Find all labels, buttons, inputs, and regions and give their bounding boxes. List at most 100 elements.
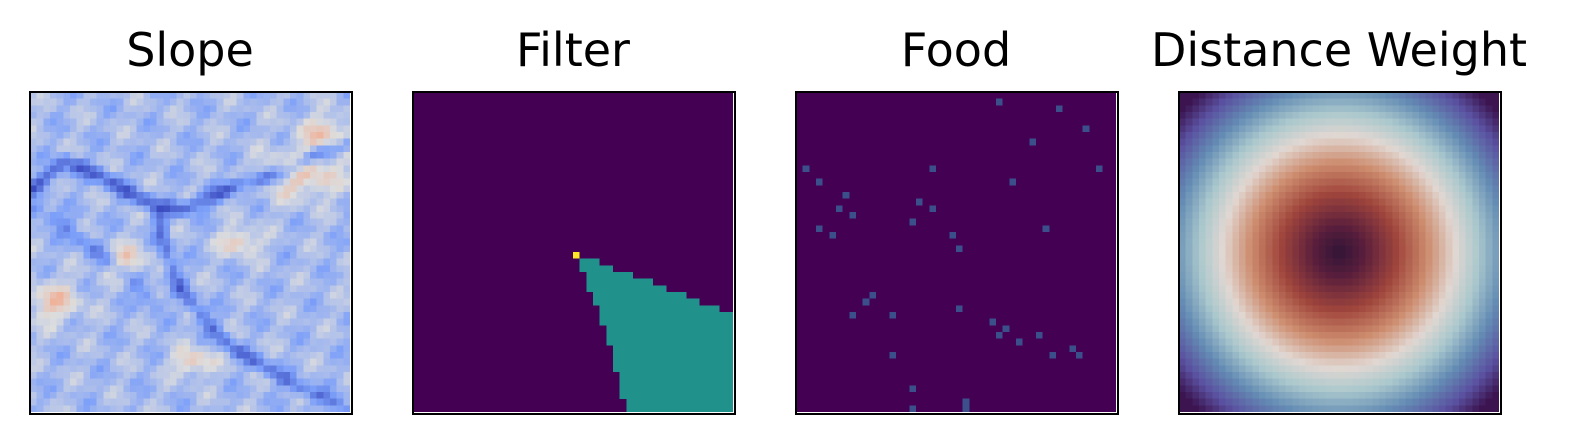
distance-weight-cell	[1285, 212, 1293, 219]
distance-weight-cell	[1392, 358, 1400, 366]
distance-weight-cell	[1472, 398, 1480, 406]
distance-weight-cell	[1332, 158, 1340, 166]
distance-weight-cell	[1205, 138, 1213, 146]
distance-weight-cell	[1285, 98, 1293, 106]
distance-weight-cell	[1252, 118, 1260, 126]
distance-weight-cell	[1199, 92, 1206, 99]
distance-weight-cell	[1305, 258, 1313, 266]
distance-weight-cell	[1185, 158, 1193, 166]
slope-cell	[43, 205, 51, 213]
slope-cell	[136, 212, 144, 219]
distance-weight-cell	[1339, 198, 1346, 206]
distance-weight-cell	[1452, 345, 1460, 353]
slope-cell	[116, 112, 124, 119]
distance-weight-cell	[1199, 218, 1206, 226]
distance-weight-cell	[1452, 332, 1460, 339]
distance-weight-cell	[1452, 265, 1460, 273]
distance-weight-cell	[1352, 258, 1360, 266]
slope-cell	[270, 285, 277, 293]
slope-cell	[190, 365, 197, 373]
distance-weight-cell	[1365, 392, 1373, 399]
distance-weight-cell	[1332, 92, 1340, 99]
distance-weight-cell	[1279, 118, 1286, 126]
distance-weight-cell	[1452, 378, 1460, 386]
distance-weight-cell	[1459, 172, 1466, 179]
slope-cell	[283, 232, 291, 239]
slope-cell	[250, 105, 257, 113]
slope-cell	[263, 352, 271, 359]
slope-cell	[310, 218, 317, 226]
distance-weight-cell	[1312, 378, 1320, 386]
distance-weight-cell	[1352, 152, 1360, 159]
slope-cell	[76, 92, 84, 99]
slope-cell	[123, 92, 131, 99]
slope-cell	[270, 258, 277, 266]
slope-cell	[90, 158, 97, 166]
slope-cell	[276, 352, 284, 359]
distance-weight-cell	[1479, 252, 1486, 259]
slope-cell	[316, 245, 324, 253]
slope-cell	[323, 352, 331, 359]
slope-cell	[270, 345, 277, 353]
distance-weight-cell	[1465, 358, 1473, 366]
distance-weight-cell	[1472, 178, 1480, 186]
distance-weight-cell	[1219, 232, 1226, 239]
slope-cell	[156, 205, 164, 213]
slope-cell	[203, 252, 211, 259]
slope-cell	[90, 252, 97, 259]
slope-cell	[50, 112, 57, 119]
distance-weight-cell	[1179, 118, 1186, 126]
slope-cell	[70, 145, 77, 153]
slope-cell	[303, 325, 311, 333]
slope-cell	[316, 325, 324, 333]
slope-cell	[143, 325, 151, 333]
slope-cell	[156, 378, 164, 386]
slope-cell	[103, 345, 111, 353]
slope-cell	[263, 338, 271, 346]
slope-cell	[176, 165, 184, 173]
distance-weight-cell	[1205, 192, 1213, 199]
distance-weight-cell	[1345, 405, 1353, 412]
slope-cell	[296, 345, 304, 353]
slope-cell	[303, 118, 311, 126]
distance-weight-cell	[1365, 312, 1373, 319]
slope-cell	[110, 238, 117, 246]
food-cell	[949, 232, 956, 239]
distance-weight-cell	[1385, 158, 1393, 166]
slope-cell	[183, 358, 191, 366]
distance-weight-cell	[1292, 318, 1300, 326]
slope-cell	[343, 118, 350, 126]
distance-weight-cell	[1359, 252, 1366, 259]
slope-cell	[136, 325, 144, 333]
distance-weight-cell	[1339, 258, 1346, 266]
slope-cell	[83, 358, 91, 366]
slope-cell	[310, 152, 317, 159]
slope-cell	[130, 372, 137, 379]
distance-weight-cell	[1225, 332, 1233, 339]
distance-weight-cell	[1192, 132, 1200, 139]
distance-weight-cell	[1239, 305, 1246, 313]
distance-weight-cell	[1345, 92, 1353, 99]
slope-cell	[156, 198, 164, 206]
slope-cell	[303, 112, 311, 119]
slope-cell	[290, 385, 297, 393]
distance-weight-cell	[1425, 192, 1433, 199]
distance-weight-cell	[1272, 245, 1280, 253]
slope-cell	[170, 312, 177, 319]
distance-weight-cell	[1465, 165, 1473, 173]
distance-weight-cell	[1419, 298, 1426, 306]
slope-cell	[310, 392, 317, 399]
slope-cell	[210, 385, 217, 393]
distance-weight-cell	[1285, 298, 1293, 306]
distance-weight-cell	[1339, 345, 1346, 353]
slope-cell	[190, 318, 197, 326]
distance-weight-cell	[1299, 352, 1306, 359]
slope-cell	[96, 238, 104, 246]
distance-weight-cell	[1179, 372, 1186, 379]
distance-weight-cell	[1312, 205, 1320, 213]
slope-cell	[63, 352, 71, 359]
slope-cell	[336, 105, 344, 113]
slope-cell	[150, 125, 157, 133]
distance-weight-cell	[1459, 225, 1466, 233]
slope-cell	[50, 392, 57, 399]
